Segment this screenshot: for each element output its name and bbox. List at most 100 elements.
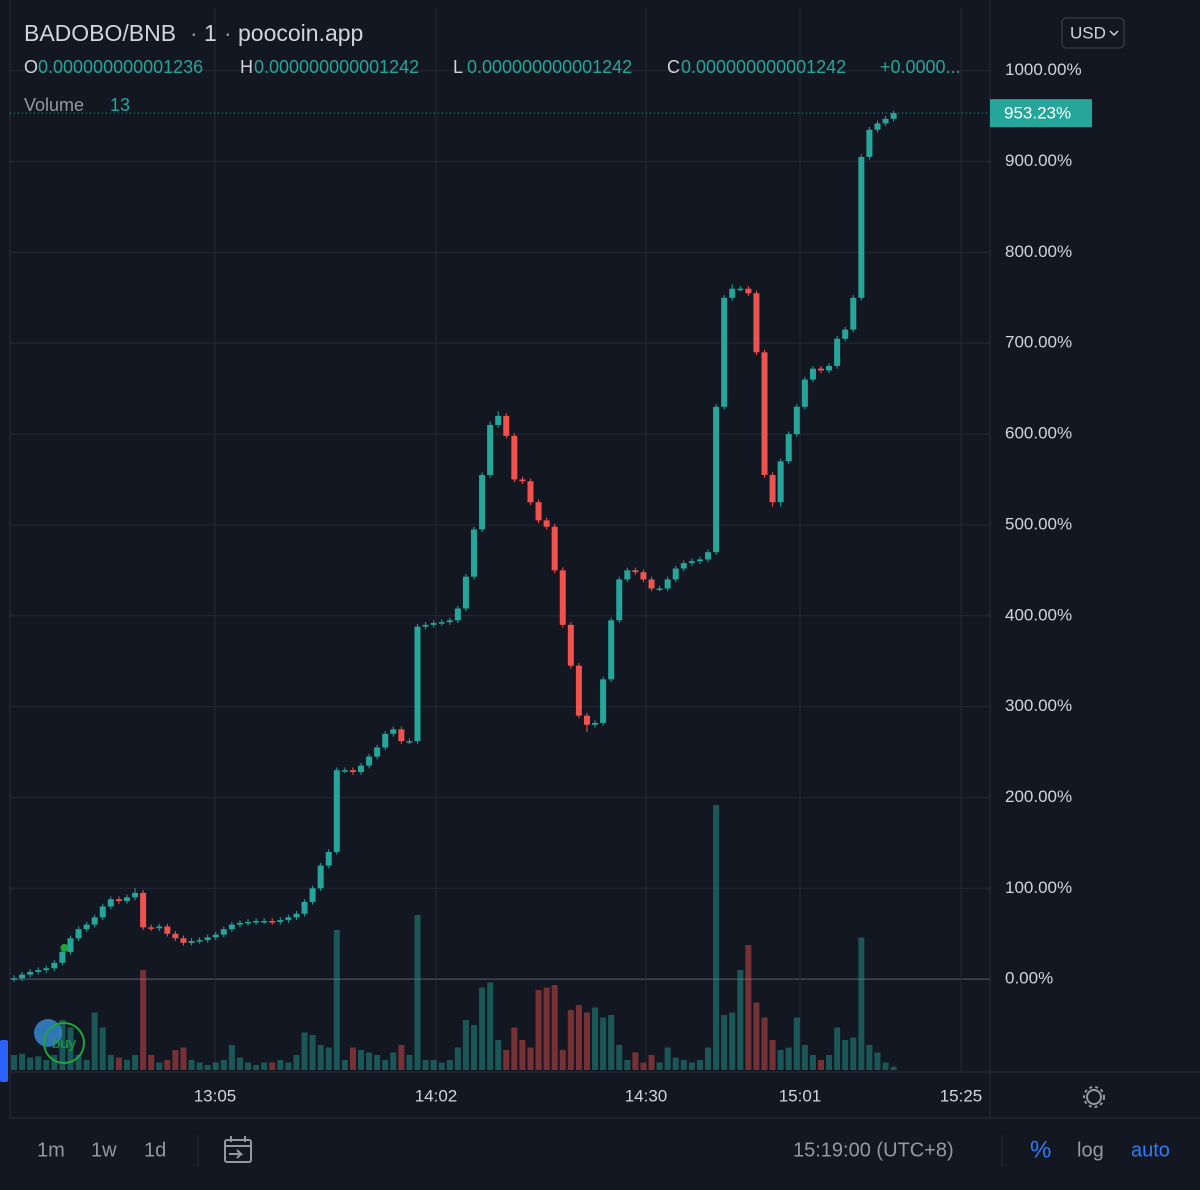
- candle-body: [866, 129, 873, 157]
- buy-icon[interactable]: buy: [34, 1019, 85, 1064]
- candle-body: [511, 435, 518, 480]
- volume-bar: [648, 1055, 655, 1070]
- candle-body: [753, 293, 760, 353]
- ohlc-key: O: [24, 57, 38, 77]
- volume-bar: [583, 1012, 590, 1070]
- y-tick-label: 900.00%: [1005, 151, 1072, 170]
- volume-bar: [866, 1045, 873, 1070]
- candle-body: [769, 474, 776, 503]
- candle-body: [59, 951, 66, 963]
- volume-bar: [753, 1002, 760, 1070]
- candle-body: [51, 962, 58, 969]
- volume-bar: [592, 1007, 599, 1070]
- candle-body: [801, 379, 808, 407]
- candle-body: [543, 520, 550, 527]
- gear[interactable]: [1086, 1089, 1102, 1105]
- trade-marker: [60, 943, 69, 952]
- volume-bar: [398, 1045, 405, 1070]
- volume-bar: [59, 1020, 66, 1070]
- volume-bar: [793, 1017, 800, 1070]
- volume-bar: [696, 1060, 703, 1070]
- candle-body: [479, 474, 486, 530]
- volume-bar: [123, 1060, 130, 1070]
- candle-body: [245, 921, 252, 924]
- volume-label: Volume: [24, 95, 84, 115]
- y-tick-label: 400.00%: [1005, 605, 1072, 624]
- candle-body: [648, 579, 655, 589]
- percent-toggle[interactable]: %: [1030, 1136, 1051, 1163]
- log-toggle[interactable]: log: [1077, 1139, 1104, 1161]
- volume-bar: [632, 1052, 639, 1070]
- volume-bar: [721, 1015, 728, 1070]
- volume-bar: [519, 1040, 526, 1070]
- buy-circle[interactable]: [43, 1022, 85, 1064]
- volume-bar: [527, 1047, 534, 1070]
- volume-bar: [543, 987, 550, 1070]
- candle-body: [67, 938, 74, 952]
- currency-button[interactable]: [1061, 17, 1125, 49]
- candle-body: [180, 938, 187, 943]
- currency[interactable]: USD: [1070, 23, 1106, 42]
- candle-body: [366, 756, 373, 766]
- volume-value: 13: [110, 95, 130, 115]
- ohlc-key: L: [453, 57, 463, 77]
- candle-body: [172, 933, 179, 939]
- range-button[interactable]: 1d: [144, 1139, 166, 1161]
- volume-bar: [390, 1052, 397, 1070]
- candle-body: [696, 559, 703, 562]
- candle-body: [842, 329, 849, 339]
- y-axis: 0.00% 100.00% 200.00% 300.00% 400.00% 500.00%…: [1005, 60, 1082, 987]
- candle-body: [583, 715, 590, 725]
- volume-bar: [11, 1055, 17, 1070]
- volume-bar: [180, 1047, 187, 1070]
- volume-bar: [333, 930, 340, 1070]
- range-button[interactable]: 1w: [91, 1139, 117, 1161]
- volume-bar: [470, 1025, 477, 1070]
- candle-body: [204, 937, 211, 941]
- volume-bar: [156, 1062, 163, 1070]
- volume-bar: [19, 1053, 26, 1070]
- y-tick-label: 200.00%: [1005, 787, 1072, 806]
- candle-body: [495, 415, 502, 425]
- calendar[interactable]: [224, 1139, 252, 1163]
- goto-date-icon[interactable]: [224, 1136, 252, 1163]
- grid: [10, 70, 990, 980]
- volume-bar: [672, 1057, 679, 1070]
- volume-bar: [148, 1055, 155, 1070]
- volume-bar: [212, 1062, 219, 1070]
- candle-body: [27, 971, 34, 975]
- calendar-lines: [225, 1136, 251, 1159]
- volume-bar: [785, 1047, 792, 1070]
- candle-body: [414, 626, 421, 742]
- candle-body: [164, 926, 171, 934]
- buy-text: buy: [52, 1035, 77, 1052]
- pair: BADOBO/BNB: [24, 20, 176, 46]
- volume-bar: [487, 982, 494, 1070]
- candle-body: [317, 865, 324, 889]
- y-tick-label: 700.00%: [1005, 333, 1072, 352]
- candle-body: [487, 424, 494, 475]
- ohlc-key: C: [667, 57, 680, 77]
- candle-body: [600, 679, 607, 723]
- side-tab[interactable]: [0, 1040, 8, 1082]
- candle-body: [253, 921, 260, 923]
- volume-bar: [890, 1066, 897, 1070]
- candle-body: [333, 770, 340, 852]
- volume-bar: [511, 1027, 518, 1070]
- auto-toggle[interactable]: auto: [1131, 1139, 1170, 1161]
- volume-bar: [430, 1060, 437, 1070]
- range-button[interactable]: 1m: [37, 1139, 65, 1161]
- candle-body: [293, 913, 300, 918]
- candle-body: [785, 434, 792, 462]
- volume-bar: [462, 1020, 469, 1070]
- candle-body: [503, 415, 510, 436]
- volume-bar: [858, 937, 865, 1070]
- volume-bar: [495, 1040, 502, 1070]
- x-tick-label: 15:25: [940, 1086, 983, 1105]
- candle-body: [567, 624, 574, 666]
- volume-bar: [406, 1055, 413, 1070]
- candle-body: [43, 968, 50, 971]
- candle-body: [713, 406, 720, 553]
- candle-body: [721, 297, 728, 407]
- settings-icon[interactable]: [1083, 1086, 1105, 1108]
